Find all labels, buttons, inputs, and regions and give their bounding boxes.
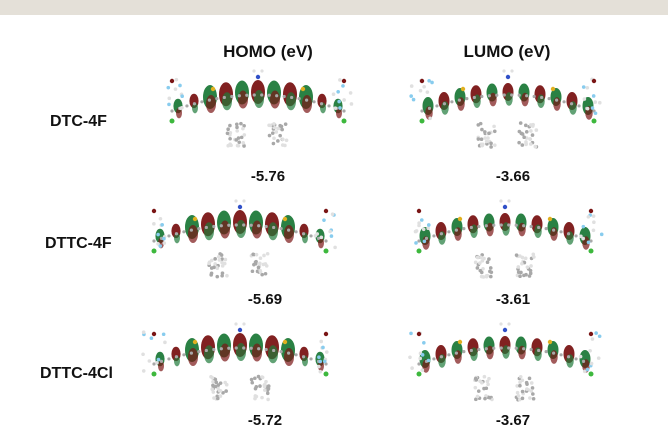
top-band	[0, 0, 668, 15]
homo-energy-dttc-4f: -5.69	[247, 291, 283, 308]
homo-orbital-dttc-4f	[140, 195, 340, 290]
lumo-energy-dttc-4cl: -3.67	[495, 412, 531, 429]
lumo-orbital-dttc-4cl	[405, 318, 605, 413]
lumo-orbital-dttc-4f	[405, 195, 605, 290]
homo-energy-dtc-4f: -5.76	[250, 168, 286, 185]
homo-orbital-dttc-4cl	[140, 318, 340, 413]
row-label-dtc-4f: DTC-4F	[50, 113, 107, 130]
homo-header: HOMO (eV)	[223, 42, 313, 61]
row-label-dttc-4cl: DTTC-4Cl	[40, 365, 113, 382]
homo-orbital-dtc-4f	[158, 65, 358, 160]
row-label-dttc-4f: DTTC-4F	[45, 235, 112, 252]
homo-energy-dttc-4cl: -5.72	[247, 412, 283, 429]
lumo-energy-dtc-4f: -3.66	[495, 168, 531, 185]
lumo-energy-dttc-4f: -3.61	[495, 291, 531, 308]
lumo-header: LUMO (eV)	[463, 42, 551, 61]
lumo-orbital-dtc-4f	[408, 65, 608, 160]
